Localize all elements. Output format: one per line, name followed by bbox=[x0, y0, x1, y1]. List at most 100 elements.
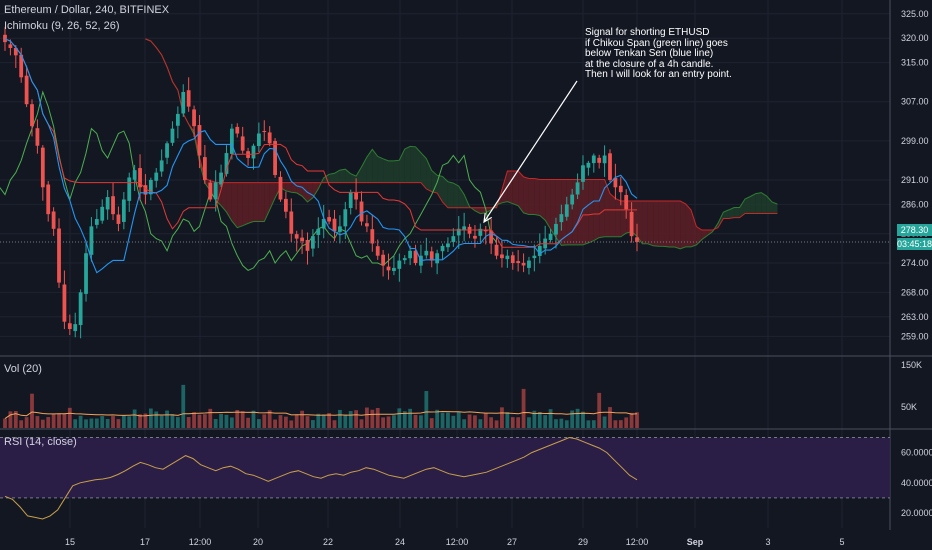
candle-body bbox=[116, 214, 121, 224]
volume-bar bbox=[419, 415, 423, 428]
cloud-segment bbox=[474, 207, 481, 214]
candle bbox=[462, 212, 467, 242]
candle-body bbox=[586, 162, 591, 168]
candle-body bbox=[548, 233, 553, 241]
candle-body bbox=[165, 143, 169, 158]
volume-bar bbox=[235, 410, 240, 428]
cloud-segment bbox=[609, 193, 616, 237]
volume-bar bbox=[94, 418, 99, 428]
volume-bar bbox=[240, 411, 245, 428]
candle bbox=[581, 155, 585, 190]
volume-bar bbox=[424, 391, 429, 428]
candle bbox=[500, 240, 504, 268]
volume-bar bbox=[8, 411, 13, 428]
volume-bar bbox=[527, 417, 531, 428]
volume-bar bbox=[132, 409, 137, 428]
price-tick-label: 291.00 bbox=[901, 175, 929, 185]
annotation-line: Signal for shorting ETHUSD bbox=[585, 27, 710, 38]
candle-body bbox=[354, 192, 359, 200]
candle-body bbox=[30, 104, 34, 127]
candle-body bbox=[446, 243, 450, 248]
candle bbox=[348, 189, 353, 215]
candle-body bbox=[67, 323, 72, 330]
candle bbox=[300, 229, 304, 255]
cloud-segment bbox=[577, 179, 583, 245]
cloud-segment bbox=[388, 160, 394, 183]
volume-bar bbox=[516, 417, 521, 428]
candle-body bbox=[62, 284, 67, 322]
candle-body bbox=[94, 219, 99, 225]
candle-body bbox=[111, 196, 115, 215]
rsi-band bbox=[0, 437, 890, 498]
candle-body bbox=[283, 198, 288, 212]
candle bbox=[494, 235, 499, 260]
cloud-segment bbox=[637, 200, 643, 244]
volume-tick-label: 50K bbox=[901, 402, 917, 412]
cloud-segment bbox=[745, 196, 751, 214]
candle-body bbox=[624, 194, 629, 210]
candle-body bbox=[332, 218, 337, 232]
candle-body bbox=[456, 228, 461, 236]
cloud-segment bbox=[442, 176, 448, 208]
cloud-segment bbox=[674, 200, 681, 249]
candle bbox=[305, 232, 310, 265]
candle bbox=[262, 120, 267, 141]
candle-body bbox=[192, 109, 196, 127]
candle-body bbox=[240, 136, 245, 151]
candle bbox=[289, 198, 294, 243]
volume-bar bbox=[494, 420, 499, 428]
candle-body bbox=[229, 128, 234, 154]
candle-body bbox=[413, 250, 418, 264]
volume-bar bbox=[30, 393, 34, 428]
rsi-tick-label: 60.0000 bbox=[901, 448, 932, 458]
time-tick-label: 5 bbox=[839, 537, 844, 547]
volume-bar bbox=[121, 414, 126, 428]
candle-body bbox=[435, 253, 440, 264]
volume-bar bbox=[89, 418, 94, 428]
price-tick-label: 259.00 bbox=[901, 331, 929, 341]
volume-bar bbox=[78, 415, 83, 428]
candle bbox=[213, 170, 218, 212]
candle-body bbox=[537, 245, 542, 256]
candle bbox=[537, 233, 542, 264]
candle bbox=[283, 191, 288, 219]
cloud-segment bbox=[420, 152, 427, 189]
candle-body bbox=[473, 235, 477, 239]
cloud-segment bbox=[447, 181, 454, 208]
candle bbox=[440, 243, 445, 260]
volume-bar bbox=[35, 416, 40, 428]
candle-body bbox=[591, 155, 596, 164]
volume-bar bbox=[311, 420, 315, 428]
cloud-segment bbox=[329, 173, 335, 183]
volume-bar bbox=[521, 388, 526, 428]
candle-body bbox=[505, 255, 510, 260]
candle bbox=[294, 230, 299, 252]
cloud-segment bbox=[356, 166, 362, 183]
volume-bar bbox=[51, 413, 56, 428]
volume-bar bbox=[489, 417, 494, 428]
candle-body bbox=[46, 184, 51, 215]
candle-body bbox=[402, 258, 407, 261]
cloud-segment bbox=[410, 146, 416, 183]
volume-bar bbox=[170, 414, 175, 428]
candle bbox=[175, 106, 180, 139]
volume-bar bbox=[116, 419, 121, 428]
candle bbox=[24, 65, 29, 108]
time-tick-label: 27 bbox=[507, 537, 517, 547]
candle-body bbox=[316, 228, 321, 235]
volume-bar bbox=[440, 412, 445, 428]
volume-bar bbox=[84, 419, 88, 428]
last-price-tag: 278.30 bbox=[897, 224, 932, 236]
cloud-segment bbox=[642, 200, 648, 244]
candle-body bbox=[219, 172, 223, 185]
candle-body bbox=[251, 145, 256, 159]
time-tick-label: 20 bbox=[253, 537, 263, 547]
volume-bar bbox=[505, 412, 510, 428]
price-tick-label: 307.00 bbox=[901, 97, 929, 107]
candle bbox=[435, 249, 440, 275]
candle-body bbox=[78, 292, 83, 325]
candle-body bbox=[197, 125, 202, 156]
rsi-line bbox=[4, 436, 638, 520]
volume-bar bbox=[159, 415, 164, 428]
